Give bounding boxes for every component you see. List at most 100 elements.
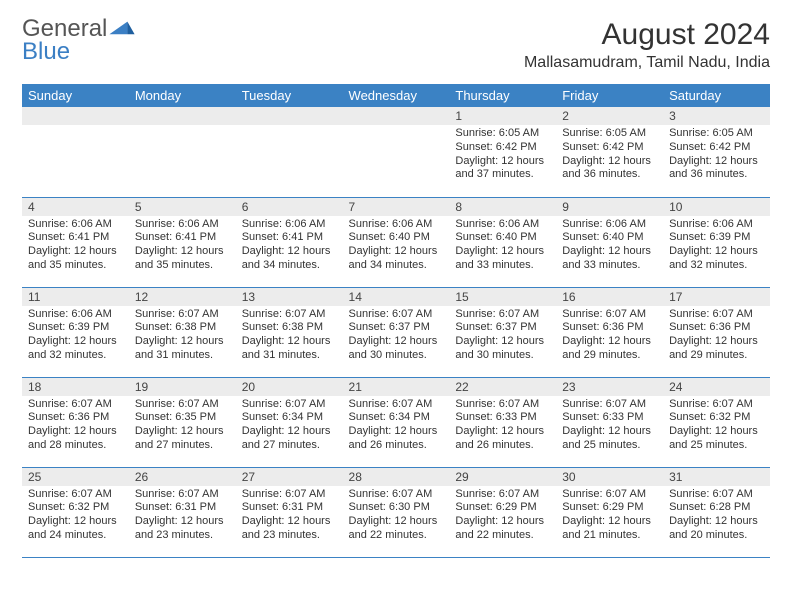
day-content — [129, 125, 236, 131]
day-cell: 27Sunrise: 6:07 AMSunset: 6:31 PMDayligh… — [236, 467, 343, 557]
day-cell: 10Sunrise: 6:06 AMSunset: 6:39 PMDayligh… — [663, 197, 770, 287]
week-row: 11Sunrise: 6:06 AMSunset: 6:39 PMDayligh… — [22, 287, 770, 377]
day-content: Sunrise: 6:06 AMSunset: 6:41 PMDaylight:… — [129, 216, 236, 277]
day-cell: 9Sunrise: 6:06 AMSunset: 6:40 PMDaylight… — [556, 197, 663, 287]
day-cell: 17Sunrise: 6:07 AMSunset: 6:36 PMDayligh… — [663, 287, 770, 377]
day-number: 13 — [236, 288, 343, 306]
sunset-text: Sunset: 6:29 PM — [455, 501, 550, 515]
daylight-text: Daylight: 12 hours and 27 minutes. — [135, 425, 230, 453]
sunset-text: Sunset: 6:34 PM — [242, 411, 337, 425]
sunset-text: Sunset: 6:32 PM — [669, 411, 764, 425]
sunset-text: Sunset: 6:40 PM — [455, 231, 550, 245]
daylight-text: Daylight: 12 hours and 35 minutes. — [135, 245, 230, 273]
sunrise-text: Sunrise: 6:06 AM — [242, 218, 337, 232]
day-cell: 19Sunrise: 6:07 AMSunset: 6:35 PMDayligh… — [129, 377, 236, 467]
sunrise-text: Sunrise: 6:05 AM — [455, 127, 550, 141]
day-content: Sunrise: 6:07 AMSunset: 6:33 PMDaylight:… — [449, 396, 556, 457]
logo-triangle-icon — [109, 18, 137, 38]
sunrise-text: Sunrise: 6:07 AM — [135, 488, 230, 502]
day-number: 23 — [556, 378, 663, 396]
sunset-text: Sunset: 6:41 PM — [135, 231, 230, 245]
day-cell — [129, 107, 236, 197]
sunrise-text: Sunrise: 6:07 AM — [349, 488, 444, 502]
day-content: Sunrise: 6:07 AMSunset: 6:37 PMDaylight:… — [449, 306, 556, 367]
sunset-text: Sunset: 6:37 PM — [455, 321, 550, 335]
day-content — [343, 125, 450, 131]
day-number: 4 — [22, 198, 129, 216]
daylight-text: Daylight: 12 hours and 31 minutes. — [135, 335, 230, 363]
day-cell: 28Sunrise: 6:07 AMSunset: 6:30 PMDayligh… — [343, 467, 450, 557]
day-cell: 14Sunrise: 6:07 AMSunset: 6:37 PMDayligh… — [343, 287, 450, 377]
daylight-text: Daylight: 12 hours and 21 minutes. — [562, 515, 657, 543]
weekday-header-row: Sunday Monday Tuesday Wednesday Thursday… — [22, 84, 770, 107]
weekday-header: Monday — [129, 84, 236, 107]
day-content — [22, 125, 129, 131]
day-content: Sunrise: 6:06 AMSunset: 6:39 PMDaylight:… — [663, 216, 770, 277]
daylight-text: Daylight: 12 hours and 33 minutes. — [562, 245, 657, 273]
sunset-text: Sunset: 6:33 PM — [455, 411, 550, 425]
day-number — [236, 107, 343, 125]
day-cell: 6Sunrise: 6:06 AMSunset: 6:41 PMDaylight… — [236, 197, 343, 287]
daylight-text: Daylight: 12 hours and 37 minutes. — [455, 155, 550, 183]
day-number: 2 — [556, 107, 663, 125]
day-content: Sunrise: 6:06 AMSunset: 6:40 PMDaylight:… — [556, 216, 663, 277]
day-content: Sunrise: 6:07 AMSunset: 6:30 PMDaylight:… — [343, 486, 450, 547]
day-number: 26 — [129, 468, 236, 486]
sunset-text: Sunset: 6:42 PM — [669, 141, 764, 155]
day-number: 24 — [663, 378, 770, 396]
location-title: Mallasamudram, Tamil Nadu, India — [524, 54, 770, 72]
day-cell: 20Sunrise: 6:07 AMSunset: 6:34 PMDayligh… — [236, 377, 343, 467]
sunrise-text: Sunrise: 6:06 AM — [349, 218, 444, 232]
day-number: 19 — [129, 378, 236, 396]
sunrise-text: Sunrise: 6:05 AM — [669, 127, 764, 141]
day-number — [22, 107, 129, 125]
day-content: Sunrise: 6:07 AMSunset: 6:31 PMDaylight:… — [129, 486, 236, 547]
sunset-text: Sunset: 6:39 PM — [669, 231, 764, 245]
sunset-text: Sunset: 6:35 PM — [135, 411, 230, 425]
day-number: 7 — [343, 198, 450, 216]
sunset-text: Sunset: 6:42 PM — [455, 141, 550, 155]
daylight-text: Daylight: 12 hours and 26 minutes. — [349, 425, 444, 453]
calendar-table: Sunday Monday Tuesday Wednesday Thursday… — [22, 84, 770, 558]
day-content: Sunrise: 6:07 AMSunset: 6:28 PMDaylight:… — [663, 486, 770, 547]
day-number: 9 — [556, 198, 663, 216]
day-number: 1 — [449, 107, 556, 125]
sunrise-text: Sunrise: 6:06 AM — [669, 218, 764, 232]
sunrise-text: Sunrise: 6:07 AM — [669, 488, 764, 502]
sunrise-text: Sunrise: 6:07 AM — [562, 308, 657, 322]
day-number: 25 — [22, 468, 129, 486]
sunrise-text: Sunrise: 6:07 AM — [242, 488, 337, 502]
sunset-text: Sunset: 6:33 PM — [562, 411, 657, 425]
weekday-header: Friday — [556, 84, 663, 107]
day-content — [236, 125, 343, 131]
day-content: Sunrise: 6:07 AMSunset: 6:34 PMDaylight:… — [343, 396, 450, 457]
daylight-text: Daylight: 12 hours and 33 minutes. — [455, 245, 550, 273]
day-content: Sunrise: 6:06 AMSunset: 6:40 PMDaylight:… — [343, 216, 450, 277]
day-content: Sunrise: 6:06 AMSunset: 6:40 PMDaylight:… — [449, 216, 556, 277]
day-cell: 30Sunrise: 6:07 AMSunset: 6:29 PMDayligh… — [556, 467, 663, 557]
sunset-text: Sunset: 6:38 PM — [135, 321, 230, 335]
month-title: August 2024 — [524, 18, 770, 52]
header: GeneralBlue August 2024 Mallasamudram, T… — [22, 18, 770, 72]
sunrise-text: Sunrise: 6:06 AM — [28, 308, 123, 322]
day-content: Sunrise: 6:07 AMSunset: 6:35 PMDaylight:… — [129, 396, 236, 457]
day-cell: 31Sunrise: 6:07 AMSunset: 6:28 PMDayligh… — [663, 467, 770, 557]
daylight-text: Daylight: 12 hours and 36 minutes. — [669, 155, 764, 183]
day-content: Sunrise: 6:06 AMSunset: 6:41 PMDaylight:… — [236, 216, 343, 277]
logo: GeneralBlue — [22, 18, 137, 64]
day-cell: 3Sunrise: 6:05 AMSunset: 6:42 PMDaylight… — [663, 107, 770, 197]
sunset-text: Sunset: 6:40 PM — [562, 231, 657, 245]
sunset-text: Sunset: 6:31 PM — [135, 501, 230, 515]
week-row: 18Sunrise: 6:07 AMSunset: 6:36 PMDayligh… — [22, 377, 770, 467]
sunrise-text: Sunrise: 6:07 AM — [455, 488, 550, 502]
logo-text-blue: Blue — [22, 38, 70, 65]
day-cell: 25Sunrise: 6:07 AMSunset: 6:32 PMDayligh… — [22, 467, 129, 557]
day-number: 5 — [129, 198, 236, 216]
daylight-text: Daylight: 12 hours and 34 minutes. — [242, 245, 337, 273]
week-row: 25Sunrise: 6:07 AMSunset: 6:32 PMDayligh… — [22, 467, 770, 557]
title-block: August 2024 Mallasamudram, Tamil Nadu, I… — [524, 18, 770, 72]
day-number: 27 — [236, 468, 343, 486]
sunset-text: Sunset: 6:34 PM — [349, 411, 444, 425]
day-content: Sunrise: 6:05 AMSunset: 6:42 PMDaylight:… — [663, 125, 770, 186]
day-cell: 29Sunrise: 6:07 AMSunset: 6:29 PMDayligh… — [449, 467, 556, 557]
